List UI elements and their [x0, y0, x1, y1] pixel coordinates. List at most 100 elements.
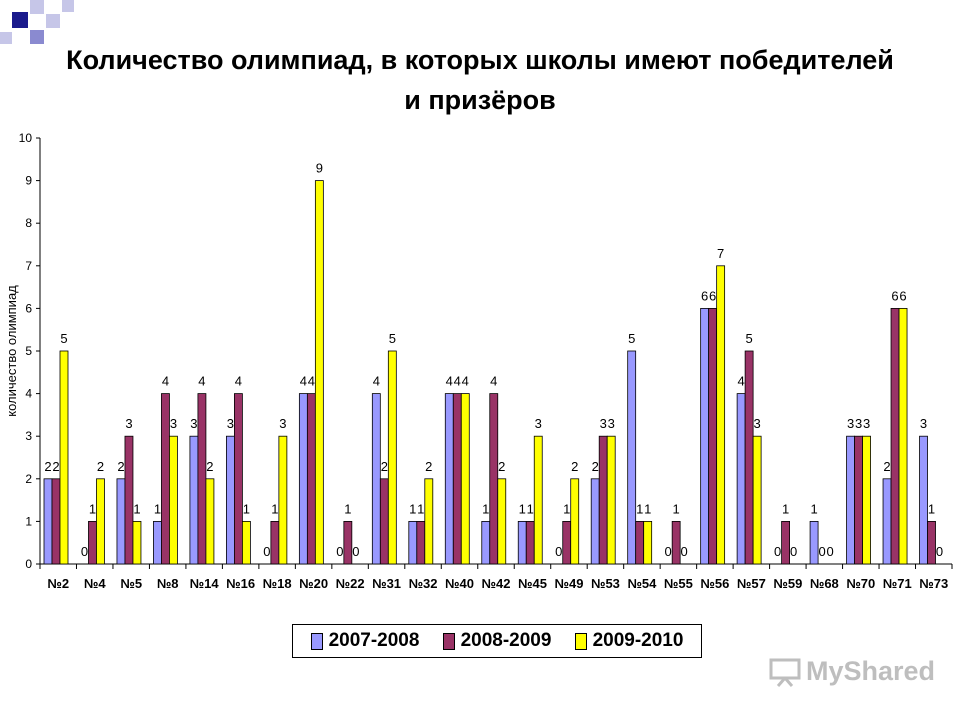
y-tick-label: 3: [25, 429, 32, 443]
data-label: 0: [818, 544, 825, 559]
x-tick-label: №42: [482, 576, 511, 591]
x-tick-label: №5: [120, 576, 142, 591]
x-tick-label: №14: [190, 576, 220, 591]
x-tick-label: №16: [226, 576, 255, 591]
bar: [744, 350, 754, 565]
bar: [460, 393, 470, 565]
data-label: 3: [855, 416, 862, 431]
bar: [116, 478, 126, 565]
data-label: 2: [425, 459, 432, 474]
bar: [562, 521, 572, 565]
data-label: 4: [462, 374, 469, 389]
bar: [781, 521, 790, 565]
data-label: 1: [417, 501, 424, 516]
bar: [452, 393, 462, 565]
x-tick-label: №22: [336, 576, 365, 591]
bar: [716, 265, 726, 565]
bar: [314, 180, 324, 565]
x-tick-label: №31: [372, 576, 401, 591]
bar: [700, 307, 710, 565]
bar: [533, 435, 543, 565]
bar: [627, 350, 637, 565]
bar: [59, 350, 69, 565]
bar: [379, 478, 389, 565]
data-label: 3: [847, 416, 854, 431]
bar: [606, 435, 616, 565]
data-label: 6: [899, 288, 906, 303]
y-tick-label: 9: [25, 174, 32, 188]
y-tick-label: 6: [25, 301, 32, 315]
bar: [225, 435, 235, 565]
bar: [371, 393, 381, 565]
bar: [752, 435, 762, 565]
bar: [708, 307, 718, 565]
data-label: 2: [381, 459, 388, 474]
data-label: 2: [52, 459, 59, 474]
bar: [88, 521, 97, 565]
data-label: 3: [920, 416, 927, 431]
corner-decoration-square: [46, 14, 60, 28]
x-tick-label: №20: [299, 576, 328, 591]
bar: [96, 478, 105, 565]
bar: [205, 478, 215, 565]
bar: [846, 435, 855, 565]
data-label: 3: [279, 416, 286, 431]
x-tick-label: №45: [518, 576, 547, 591]
data-label: 0: [665, 544, 672, 559]
bar: [306, 393, 316, 565]
bar: [890, 307, 900, 565]
data-label: 4: [490, 374, 497, 389]
data-label: 0: [81, 544, 88, 559]
data-label: 1: [519, 501, 526, 516]
corner-decoration-square: [62, 0, 74, 12]
data-label: 2: [97, 459, 104, 474]
data-label: 7: [717, 246, 724, 261]
y-tick-label: 8: [25, 216, 32, 230]
data-label: 1: [644, 501, 651, 516]
x-tick-label: №18: [263, 576, 292, 591]
corner-decoration-square: [30, 30, 44, 44]
data-label: 2: [498, 459, 505, 474]
data-label: 3: [227, 416, 234, 431]
bar: [43, 478, 53, 565]
bar: [424, 478, 434, 565]
data-label: 4: [300, 374, 307, 389]
data-label: 4: [738, 374, 745, 389]
x-tick-label: №32: [409, 576, 438, 591]
bar: [197, 393, 207, 565]
x-tick-label: №2: [47, 576, 69, 591]
data-label: 1: [243, 501, 250, 516]
data-label: 1: [527, 501, 534, 516]
data-label: 1: [563, 501, 570, 516]
data-label: 2: [571, 459, 578, 474]
x-tick-label: №73: [919, 576, 948, 591]
x-tick-label: №53: [591, 576, 620, 591]
bar: [517, 521, 527, 565]
page-title: Количество олимпиад, в которых школы име…: [66, 45, 894, 115]
bar: [635, 521, 645, 565]
data-label: 0: [263, 544, 270, 559]
data-label: 1: [271, 501, 278, 516]
data-label: 1: [344, 501, 351, 516]
legend-swatch: [574, 632, 587, 650]
y-tick-label: 5: [25, 344, 32, 358]
y-tick-label: 0: [25, 557, 32, 571]
data-label: 4: [162, 374, 169, 389]
corner-decoration-square: [12, 12, 28, 28]
data-label: 5: [628, 331, 635, 346]
watermark: MyShared: [768, 656, 935, 687]
data-label: 3: [754, 416, 761, 431]
bar: [736, 393, 746, 565]
x-tick-label: №71: [883, 576, 912, 591]
x-tick-label: №55: [664, 576, 693, 591]
bar: [51, 478, 61, 565]
x-tick-label: №56: [700, 576, 729, 591]
bar: [408, 521, 418, 565]
bar: [898, 307, 908, 565]
data-label: 0: [774, 544, 781, 559]
data-label: 2: [883, 459, 890, 474]
data-label: 6: [891, 288, 898, 303]
bar: [882, 478, 892, 565]
data-label: 4: [235, 374, 242, 389]
data-label: 3: [125, 416, 132, 431]
